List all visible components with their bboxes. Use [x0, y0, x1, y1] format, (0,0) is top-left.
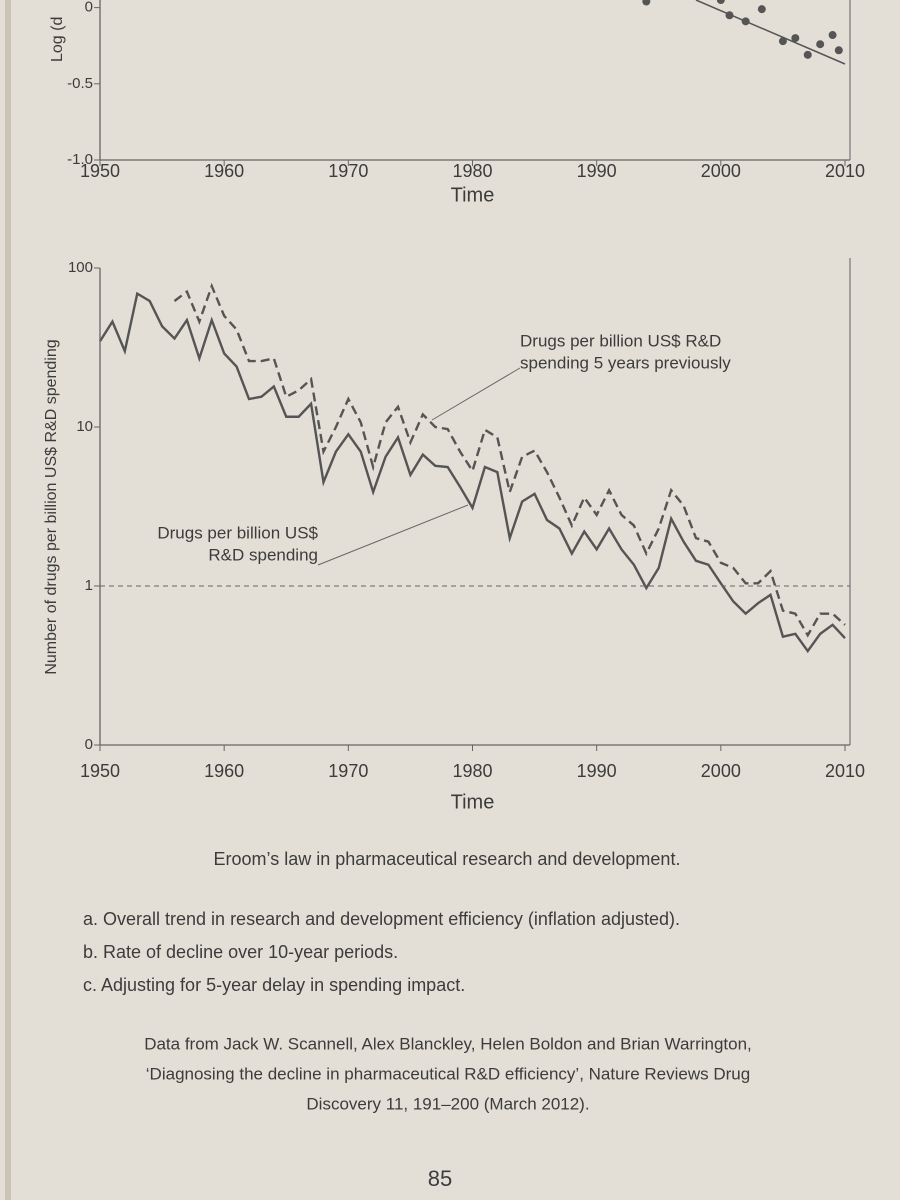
- caption: Eroom’s law in pharmaceutical research a…: [214, 849, 681, 869]
- y-tick-label: -0.5: [67, 75, 93, 92]
- x-tick-label: 2010: [825, 161, 865, 181]
- x-tick-label: 1970: [328, 161, 368, 181]
- page-number: 85: [428, 1166, 452, 1191]
- y-tick-label: 1: [85, 577, 93, 594]
- x-tick-label: 2010: [825, 761, 865, 781]
- series-line: [173, 282, 846, 638]
- x-tick-label: 1950: [80, 161, 120, 181]
- point: [834, 46, 843, 55]
- source: Discovery 11, 191–200 (March 2012).: [306, 1094, 589, 1113]
- point: [716, 0, 725, 4]
- trend-line: [695, 0, 846, 65]
- y-axis-label: Log (d: [49, 17, 66, 62]
- point: [741, 17, 750, 26]
- point: [642, 0, 651, 6]
- y-tick-label: -1.0: [67, 151, 93, 168]
- y-tick-label: 0: [85, 736, 93, 753]
- chart: [642, 0, 846, 65]
- point: [725, 11, 734, 20]
- point: [791, 34, 800, 43]
- point: [757, 5, 766, 14]
- x-tick-label: 1960: [204, 161, 244, 181]
- x-axis-label: Time: [451, 184, 495, 206]
- source: ‘Diagnosing the decline in pharmaceutica…: [146, 1064, 750, 1083]
- annotation-leader: [431, 367, 521, 421]
- point: [803, 50, 812, 59]
- x-tick-label: 1960: [204, 761, 244, 781]
- y-tick-label: 10: [76, 418, 93, 435]
- annotation: spending 5 years previously: [520, 353, 731, 372]
- point: [816, 40, 825, 49]
- series-line: [98, 291, 846, 654]
- x-tick-label: 1950: [80, 761, 120, 781]
- note: b. Rate of decline over 10-year periods.: [83, 942, 398, 962]
- x-tick-label: 1990: [577, 761, 617, 781]
- y-tick-label: 100: [68, 259, 93, 276]
- x-tick-label: 1990: [577, 161, 617, 181]
- annotation-leader: [317, 504, 469, 566]
- x-axis-label: Time: [451, 791, 495, 813]
- x-tick-label: 1980: [452, 161, 492, 181]
- annotation: Drugs per billion US$ R&D: [520, 331, 721, 350]
- annotation: Drugs per billion US$: [157, 523, 318, 542]
- point: [828, 31, 837, 40]
- x-tick-label: 1970: [328, 761, 368, 781]
- source: Data from Jack W. Scannell, Alex Blanckl…: [144, 1034, 752, 1053]
- point: [778, 37, 787, 46]
- x-tick-label: 2000: [701, 161, 741, 181]
- note: c. Adjusting for 5-year delay in spendin…: [83, 975, 465, 995]
- x-tick-label: 2000: [701, 761, 741, 781]
- y-tick-label: 0: [85, 0, 93, 16]
- x-tick-label: 1980: [452, 761, 492, 781]
- annotation: R&D spending: [208, 545, 318, 564]
- chart: [98, 282, 846, 654]
- note: a. Overall trend in research and develop…: [83, 909, 680, 929]
- y-axis-label: Number of drugs per billion US$ R&D spen…: [43, 339, 60, 674]
